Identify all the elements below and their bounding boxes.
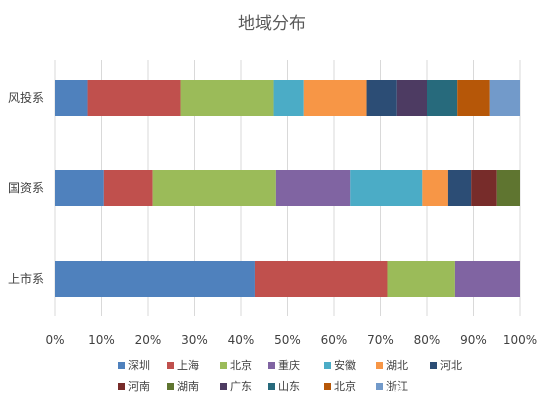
legend-swatch — [167, 362, 174, 369]
bar-segment — [489, 80, 520, 116]
legend-label: 浙江 — [386, 380, 408, 393]
legend-swatch — [118, 383, 125, 390]
bar-segment — [396, 80, 427, 116]
x-tick-label: 10% — [88, 333, 115, 347]
legend-label: 湖北 — [386, 359, 408, 372]
x-tick-labels: 0% 10% 20% 30% 40% 50% 60% 70% 80% 90% 100% — [45, 333, 537, 347]
category-label: 国资系 — [8, 181, 44, 195]
watermark-text: 头条号 / 多赚理财师心逸 — [381, 386, 524, 402]
x-tick-label: 70% — [367, 333, 394, 347]
legend-label: 上海 — [177, 358, 199, 372]
bar-segment — [422, 170, 448, 206]
x-tick-label: 100% — [503, 333, 537, 347]
legend-label: 河南 — [128, 380, 150, 393]
category-label: 上市系 — [8, 271, 44, 286]
legend-label: 安徽 — [334, 358, 356, 372]
bar-segment — [273, 80, 304, 116]
bar-stacks — [55, 80, 520, 297]
legend-swatch — [324, 383, 331, 390]
bar-segment — [87, 80, 181, 116]
x-tick-label: 30% — [181, 333, 208, 347]
x-tick-label: 50% — [274, 333, 301, 347]
bar-segment — [427, 80, 458, 116]
legend-label: 河北 — [440, 359, 462, 372]
bar-segment — [275, 170, 351, 206]
bar-segment — [103, 170, 153, 206]
x-tick-label: 0% — [45, 333, 64, 347]
bar-segment — [471, 170, 497, 206]
x-tick-label: 20% — [135, 333, 162, 347]
legend-label: 北京 — [230, 358, 252, 372]
bar-segment — [447, 170, 472, 206]
x-tick-label: 60% — [321, 333, 348, 347]
legend-swatch — [268, 362, 275, 369]
x-tick-label: 40% — [228, 333, 255, 347]
legend-swatch — [324, 362, 331, 369]
bar-segment — [254, 261, 388, 297]
bar-segment — [457, 80, 490, 116]
legend-label: 山东 — [278, 380, 300, 393]
legend-label: 重庆 — [278, 358, 300, 372]
bar-segment — [387, 261, 455, 297]
bar-segment — [366, 80, 397, 116]
legend-swatch — [118, 362, 125, 369]
legend-label: 北京 — [334, 379, 356, 393]
x-tick-label: 90% — [460, 333, 487, 347]
category-label: 风投系 — [8, 90, 44, 105]
bar-segment — [496, 170, 520, 206]
legend-swatch — [430, 362, 437, 369]
legend-label: 湖南 — [177, 380, 199, 393]
legend-swatch — [268, 383, 275, 390]
bar-segment — [152, 170, 276, 206]
legend-swatch — [167, 383, 174, 390]
legend-swatch — [220, 383, 227, 390]
legend-swatch — [376, 383, 383, 390]
bar-segment — [55, 261, 255, 297]
bar-segment — [350, 170, 423, 206]
x-tick-label: 80% — [414, 333, 441, 347]
legend-swatch — [376, 362, 383, 369]
legend-swatch — [220, 362, 227, 369]
bar-segment — [55, 170, 104, 206]
legend-label: 深圳 — [128, 359, 150, 372]
chart-title: 地域分布 — [238, 14, 306, 34]
bar-segment — [55, 80, 88, 116]
bar-segment — [180, 80, 274, 116]
bar-segment — [303, 80, 367, 116]
legend-label: 广东 — [230, 380, 252, 393]
bar-segment — [454, 261, 520, 297]
